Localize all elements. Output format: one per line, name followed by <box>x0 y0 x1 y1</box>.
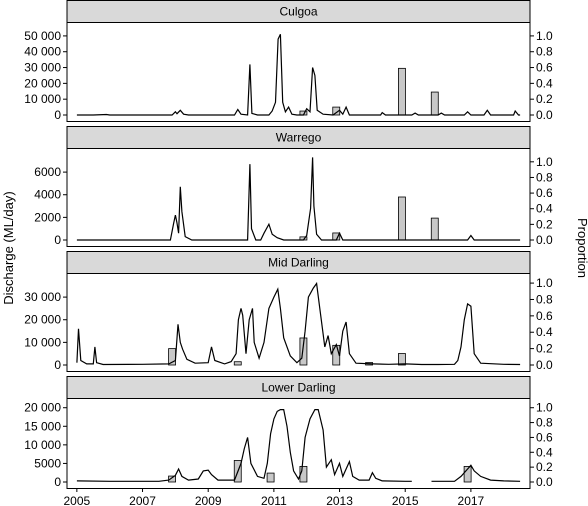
y-tick-label: 0 <box>54 475 61 489</box>
discharge-line <box>76 281 521 366</box>
proportion-bar <box>398 353 406 366</box>
y2-tick-label: 1.0 <box>536 155 553 169</box>
y2-tick-label: 0.6 <box>536 61 553 75</box>
y-tick-label: 15 000 <box>24 419 61 433</box>
panel-title: Culgoa <box>279 5 317 19</box>
y2-tick-label: 0.8 <box>536 416 553 430</box>
y2-tick-label: 0.6 <box>536 186 553 200</box>
y2-tick-label: 0.6 <box>536 430 553 444</box>
y2-tick-label: 0.8 <box>536 292 553 306</box>
proportion-bar <box>168 475 176 483</box>
y2-tick-label: 0.4 <box>536 76 553 90</box>
proportion-bar <box>233 361 242 366</box>
y2-tick-label: 1.0 <box>536 401 553 415</box>
y-tick-label: 20 000 <box>24 76 61 90</box>
y-tick-label: 0 <box>54 108 61 122</box>
x-tick-label: 2007 <box>129 494 156 506</box>
x-tick-label: 2017 <box>458 494 485 506</box>
y2-tick-label: 0.8 <box>536 45 553 59</box>
y2-tick-label: 0.4 <box>536 202 553 216</box>
y2-tick-label: 0.0 <box>536 358 553 372</box>
panel-title: Mid Darling <box>268 256 329 270</box>
y-tick-label: 10 000 <box>24 438 61 452</box>
y-tick-label: 10 000 <box>24 335 61 349</box>
proportion-bar <box>266 472 275 483</box>
y-tick-label: 0 <box>54 233 61 247</box>
panel-title: Lower Darling <box>261 381 335 395</box>
y-tick-label: 4000 <box>34 188 61 202</box>
y-tick-label: 20 000 <box>24 313 61 327</box>
y-tick-label: 0 <box>54 358 61 372</box>
y-tick-label: 50 000 <box>24 29 61 43</box>
proportion-bar <box>430 91 439 116</box>
y2-tick-label: 0.2 <box>536 92 553 106</box>
x-tick-label: 2011 <box>261 494 287 506</box>
panel-frame <box>66 273 531 372</box>
y-axis-title: Discharge (ML/day) <box>1 191 16 304</box>
proportion-bar <box>398 196 406 241</box>
y-tick-label: 40 000 <box>24 45 61 59</box>
x-tick-label: 2009 <box>195 494 222 506</box>
y-tick-label: 5000 <box>34 456 61 470</box>
panel-frame <box>66 398 531 489</box>
x-tick-label: 2013 <box>326 494 353 506</box>
panel-title: Warrego <box>276 131 322 145</box>
discharge-line <box>76 157 521 241</box>
y2-tick-label: 1.0 <box>536 29 553 43</box>
y2-tick-label: 0.2 <box>536 460 553 474</box>
y-tick-label: 6000 <box>34 165 61 179</box>
y2-axis-title: Proportion <box>575 218 588 278</box>
discharge-line <box>431 464 521 482</box>
y2-tick-label: 0.6 <box>536 309 553 323</box>
discharge-line <box>76 409 412 482</box>
panel-frame <box>66 22 531 122</box>
y-tick-label: 30 000 <box>24 290 61 304</box>
x-tick-label: 2015 <box>392 494 419 506</box>
y-tick-label: 2000 <box>34 210 61 224</box>
discharge-line <box>76 34 521 116</box>
y2-tick-label: 0.0 <box>536 475 553 489</box>
proportion-bar <box>430 217 439 241</box>
y-tick-label: 10 000 <box>24 92 61 106</box>
y2-tick-label: 0.8 <box>536 170 553 184</box>
y2-tick-label: 1.0 <box>536 276 553 290</box>
y2-tick-label: 0.4 <box>536 445 553 459</box>
proportion-bar <box>398 67 406 116</box>
y-tick-label: 30 000 <box>24 61 61 75</box>
panel-frame <box>66 148 531 247</box>
y-tick-label: 20 000 <box>24 401 61 415</box>
proportion-bar <box>463 465 472 483</box>
proportion-bar <box>299 337 308 366</box>
y2-tick-label: 0.2 <box>536 342 553 356</box>
y2-tick-label: 0.4 <box>536 325 553 339</box>
y2-tick-label: 0.0 <box>536 233 553 247</box>
y2-tick-label: 0.2 <box>536 217 553 231</box>
y2-tick-label: 0.0 <box>536 108 553 122</box>
x-tick-label: 2005 <box>63 494 90 506</box>
